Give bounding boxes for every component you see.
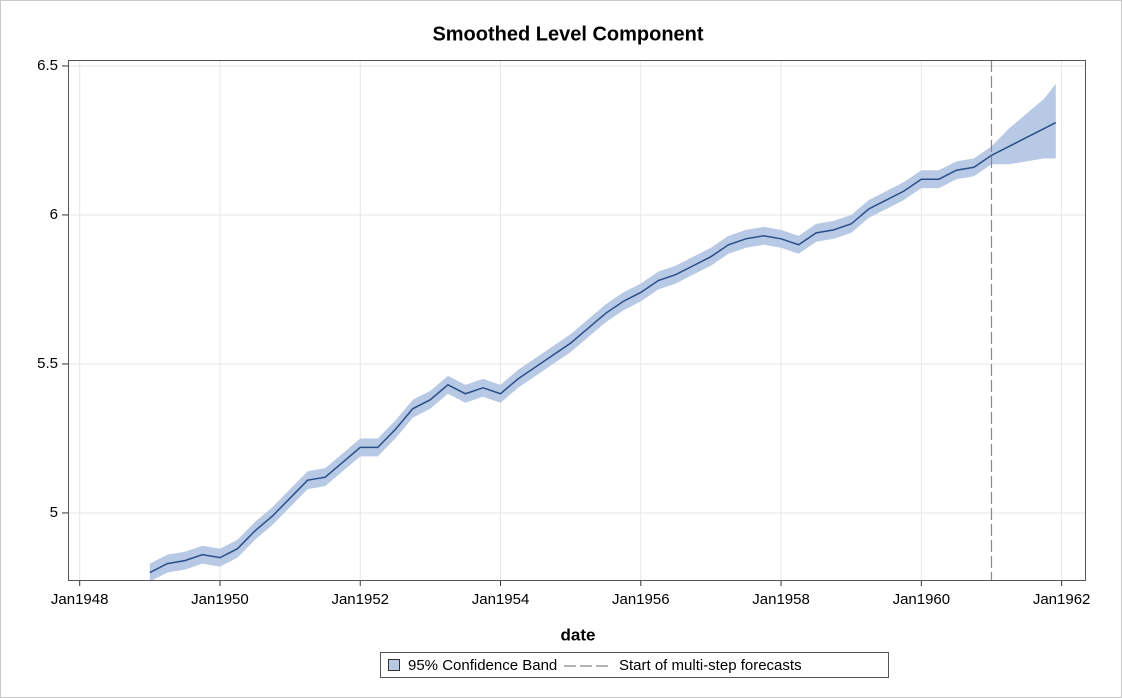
y-tick-label: 5.5: [37, 355, 58, 372]
x-tick-label: Jan1950: [191, 591, 249, 608]
x-tick-label: Jan1958: [752, 591, 810, 608]
y-tick-label: 6: [50, 206, 58, 223]
x-tick-label: Jan1952: [331, 591, 389, 608]
chart-title: Smoothed Level Component: [432, 23, 703, 45]
plot-frame: [68, 60, 1086, 581]
x-tick-label: Jan1954: [472, 591, 530, 608]
x-tick-label: Jan1956: [612, 591, 670, 608]
level-line: [149, 121, 1057, 574]
legend-label: Start of multi-step forecasts: [619, 657, 802, 674]
x-axis-label: date: [561, 625, 596, 644]
x-tick-label: Jan1962: [1033, 591, 1091, 608]
legend-label: 95% Confidence Band: [408, 657, 557, 674]
legend-box: [380, 652, 889, 678]
y-tick-label: 6.5: [37, 57, 58, 74]
x-tick-label: Jan1960: [893, 591, 951, 608]
legend-swatch: [388, 659, 400, 671]
x-tick-label: Jan1948: [51, 591, 109, 608]
legend: 95% Confidence Band Start of multi-step …: [380, 652, 889, 678]
y-tick-label: 5: [50, 504, 58, 521]
